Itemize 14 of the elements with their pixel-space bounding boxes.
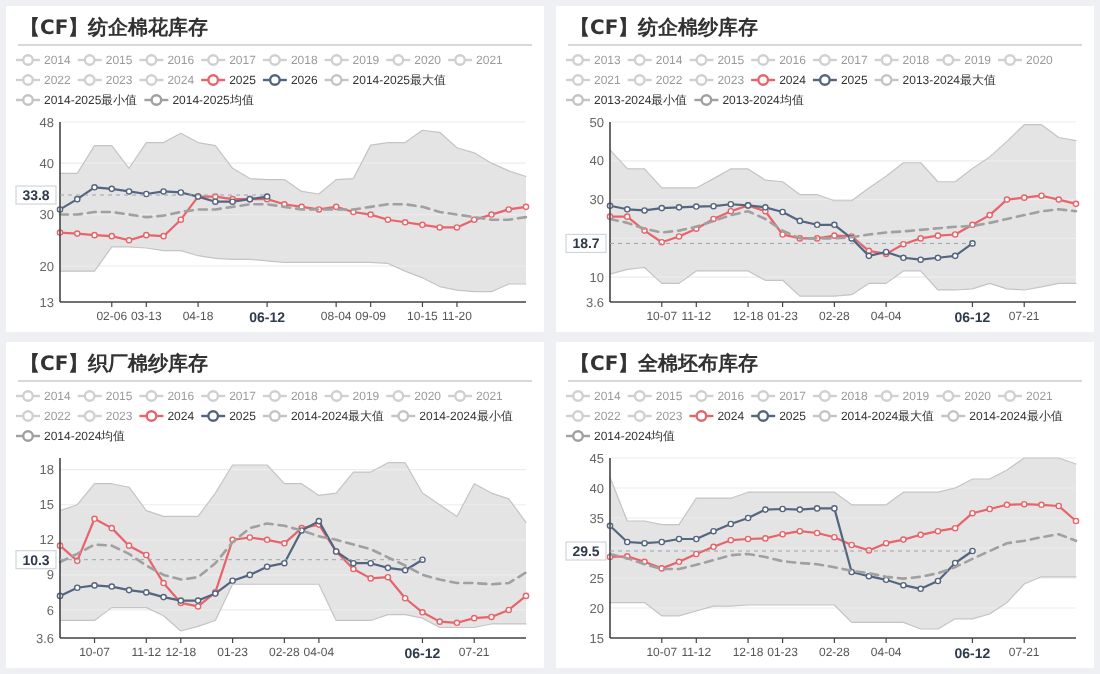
- chart-title: 【CF】纺企棉花库存: [20, 16, 209, 40]
- chart-title: 【CF】全棉坯布库存: [570, 352, 759, 376]
- line-series: [609, 124, 1077, 202]
- line-series: [59, 462, 527, 523]
- line-series: [608, 207, 1078, 240]
- line-series: [609, 576, 1077, 630]
- line-series: [58, 522, 528, 586]
- chart-title: 【CF】纺企棉纱库存: [570, 16, 759, 40]
- line-series: [59, 129, 527, 195]
- line-series: [609, 266, 1077, 297]
- line-series: [609, 457, 1077, 526]
- chart-title: 【CF】织厂棉纱库存: [20, 352, 209, 376]
- line-series: [608, 532, 1078, 580]
- line-series: [59, 246, 527, 293]
